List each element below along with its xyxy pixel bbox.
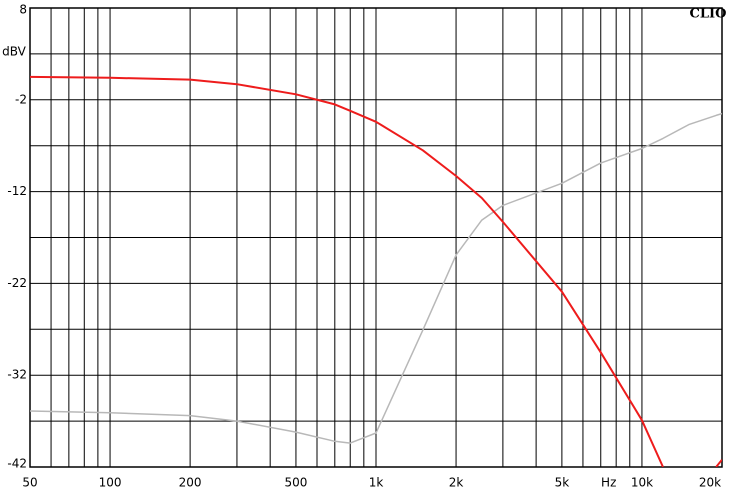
y-tick-label: -22 [7, 276, 27, 290]
x-tick-label: 500 [284, 476, 307, 490]
x-tick-label: 1k [369, 476, 384, 490]
x-tick-label: 2k [449, 476, 464, 490]
x-tick-label: 5k [555, 476, 570, 490]
y-axis-label: dBV [2, 45, 26, 59]
y-tick-label: 8 [19, 3, 27, 17]
brand: CLIO [690, 7, 727, 22]
y-tick-label: -32 [7, 368, 27, 382]
x-tick-label: 20k [699, 476, 721, 490]
y-tick-label: -42 [7, 457, 27, 471]
x-tick-label: 100 [99, 476, 122, 490]
x-unit: Hz [601, 476, 616, 490]
y-tick-label: -2 [15, 92, 27, 106]
series-line [30, 75, 722, 467]
y-tick-label: -12 [7, 184, 27, 198]
x-tick-label: 50 [22, 476, 37, 490]
x-tick-label: 10k [631, 476, 653, 490]
plot-frame [29, 7, 723, 468]
x-tick-label: 200 [179, 476, 202, 490]
series-line [30, 112, 722, 444]
